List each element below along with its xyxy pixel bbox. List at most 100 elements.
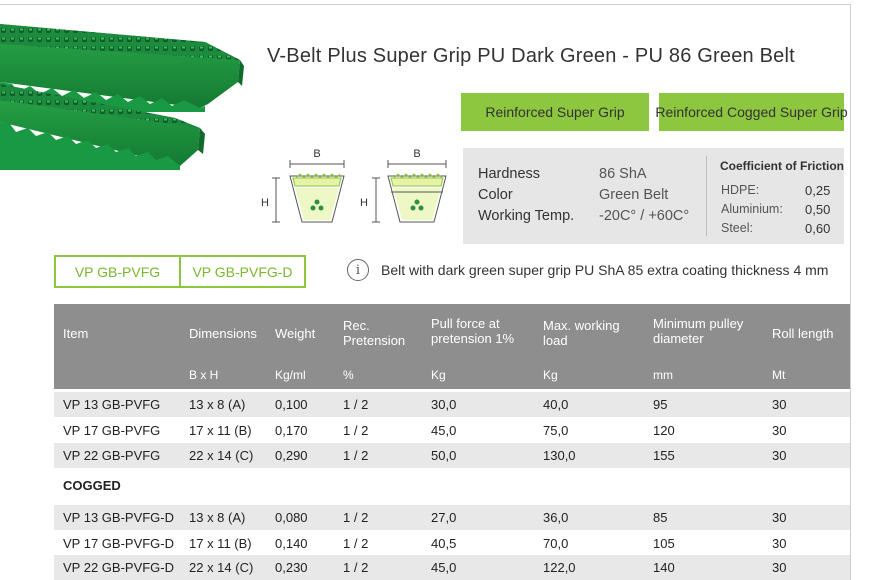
unit-dimensions: B x H <box>189 368 219 382</box>
unit-pretension: % <box>343 368 354 382</box>
cell-roll-length: 30 <box>772 560 787 575</box>
friction-aluminium-label: Aluminium: <box>721 202 783 216</box>
color-label: Color <box>478 187 513 203</box>
cell-dimensions: 13 x 8 (A) <box>189 510 246 525</box>
cell-pulley-diameter: 155 <box>653 448 675 463</box>
cell-weight: 0,170 <box>275 423 308 438</box>
cell-item: VP 13 GB-PVFG-D <box>63 510 175 525</box>
code-tab-vp-gb-pvfg[interactable]: VP GB-PVFG <box>74 263 161 280</box>
reinforced-cogged-super-grip-button[interactable]: Reinforced Cogged Super Grip <box>655 93 848 131</box>
cell-pull-force: 30,0 <box>431 397 457 412</box>
cell-weight: 0,140 <box>275 536 308 551</box>
table-header: Item Dimensions Weight Rec. Pretension P… <box>54 304 850 389</box>
cell-roll-length: 30 <box>772 397 787 412</box>
unit-max-load: Kg <box>543 368 558 382</box>
unit-weight: Kg/ml <box>275 368 306 382</box>
friction-hdpe-label: HDPE: <box>721 183 760 197</box>
cell-pulley-diameter: 85 <box>653 510 668 525</box>
cell-item: VP 17 GB-PVFG <box>63 423 161 438</box>
cell-pull-force: 45,0 <box>431 560 457 575</box>
table-row: VP 22 GB-PVFG 22 x 14 (C) 0,290 1 / 2 50… <box>54 443 850 468</box>
friction-steel-value: 0,60 <box>805 221 831 236</box>
cell-pulley-diameter: 95 <box>653 397 668 412</box>
product-title: V-Belt Plus Super Grip PU Dark Green - P… <box>267 45 795 67</box>
cell-weight: 0,230 <box>275 560 308 575</box>
cell-max-load: 130,0 <box>543 448 576 463</box>
hardness-label: Hardness <box>478 166 541 182</box>
table-row: VP 22 GB-PVFG-D 22 x 14 (C) 0,230 1 / 2 … <box>54 555 850 580</box>
cell-pull-force: 27,0 <box>431 510 457 525</box>
color-value: Green Belt <box>599 187 669 203</box>
cell-roll-length: 30 <box>772 510 787 525</box>
hardness-value: 86 ShA <box>599 166 647 182</box>
friction-title: Coefficient of Friction <box>720 159 844 173</box>
table-row: VP 13 GB-PVFG-D 13 x 8 (A) 0,080 1 / 2 2… <box>54 505 850 530</box>
header-rec-pretension: Rec. Pretension <box>343 318 406 348</box>
cell-item: VP 22 GB-PVFG-D <box>63 560 175 575</box>
header-pull-force: Pull force at pretension 1% <box>431 316 515 346</box>
info-icon: i <box>347 259 369 281</box>
cell-pretension: 1 / 2 <box>343 510 369 525</box>
cell-dimensions: 22 x 14 (C) <box>189 560 254 575</box>
cell-pulley-diameter: 140 <box>653 560 675 575</box>
product-code-tabs: VP GB-PVFG VP GB-PVFG-D <box>54 255 306 288</box>
cell-max-load: 36,0 <box>543 510 569 525</box>
header-dimensions: Dimensions <box>189 326 257 341</box>
dimension-b-label: B <box>413 148 420 160</box>
vbelt-cross-section-diagram: B H <box>258 148 358 235</box>
vbelt-cogged-cross-section-diagram: B H <box>356 148 456 235</box>
cell-pretension: 1 / 2 <box>343 560 369 575</box>
cell-weight: 0,080 <box>275 510 308 525</box>
properties-panel: Hardness 86 ShA Color Green Belt Working… <box>463 148 844 244</box>
cell-weight: 0,290 <box>275 448 308 463</box>
working-temp-label: Working Temp. <box>478 208 575 224</box>
cell-dimensions: 13 x 8 (A) <box>189 397 246 412</box>
cell-pretension: 1 / 2 <box>343 423 369 438</box>
cell-pretension: 1 / 2 <box>343 448 369 463</box>
right-border <box>850 4 851 580</box>
reinforced-super-grip-button[interactable]: Reinforced Super Grip <box>461 93 649 131</box>
cell-item: VP 17 GB-PVFG-D <box>63 536 175 551</box>
header-roll-length: Roll length <box>772 326 834 341</box>
friction-hdpe-value: 0,25 <box>805 183 831 198</box>
info-text: Belt with dark green super grip PU ShA 8… <box>381 262 829 278</box>
belt-product-image <box>0 24 244 170</box>
cell-pull-force: 50,0 <box>431 448 457 463</box>
cell-dimensions: 22 x 14 (C) <box>189 448 254 463</box>
unit-pull-force: Kg <box>431 368 446 382</box>
cell-pretension: 1 / 2 <box>343 397 369 412</box>
cell-max-load: 122,0 <box>543 560 576 575</box>
cell-dimensions: 17 x 11 (B) <box>189 423 252 438</box>
cell-pretension: 1 / 2 <box>343 536 369 551</box>
cell-pull-force: 40,5 <box>431 536 457 551</box>
header-item: Item <box>63 326 89 341</box>
table-row: VP 17 GB-PVFG 17 x 11 (B) 0,170 1 / 2 45… <box>54 418 850 443</box>
working-temp-value: -20C° / +60C° <box>599 208 690 224</box>
dimension-b-label: B <box>313 148 320 160</box>
friction-steel-label: Steel: <box>721 221 753 235</box>
unit-roll-length: Mt <box>772 368 786 382</box>
unit-pulley-diameter: mm <box>653 368 673 382</box>
cell-max-load: 70,0 <box>543 536 569 551</box>
cell-roll-length: 30 <box>772 448 787 463</box>
header-weight: Weight <box>275 326 316 341</box>
header-min-pulley-diameter: Minimum pulley diameter <box>653 316 744 346</box>
cell-max-load: 40,0 <box>543 397 569 412</box>
properties-divider <box>706 156 707 236</box>
cell-pulley-diameter: 120 <box>653 423 675 438</box>
cell-roll-length: 30 <box>772 536 787 551</box>
code-tab-vp-gb-pvfg-d[interactable]: VP GB-PVFG-D <box>179 257 304 286</box>
cell-roll-length: 30 <box>772 423 787 438</box>
friction-aluminium-value: 0,50 <box>805 202 831 217</box>
cell-max-load: 75,0 <box>543 423 569 438</box>
section-cogged-heading: COGGED <box>63 478 121 493</box>
cell-item: VP 22 GB-PVFG <box>63 448 161 463</box>
dimension-h-label: H <box>261 197 269 209</box>
cell-pull-force: 45,0 <box>431 423 457 438</box>
cell-weight: 0,100 <box>275 397 308 412</box>
header-max-working-load: Max. working load <box>543 318 620 348</box>
table-row: VP 13 GB-PVFG 13 x 8 (A) 0,100 1 / 2 30,… <box>54 392 850 417</box>
table-row: VP 17 GB-PVFG-D 17 x 11 (B) 0,140 1 / 2 … <box>54 531 850 556</box>
cell-pulley-diameter: 105 <box>653 536 675 551</box>
info-note: i Belt with dark green super grip PU ShA… <box>347 259 828 281</box>
